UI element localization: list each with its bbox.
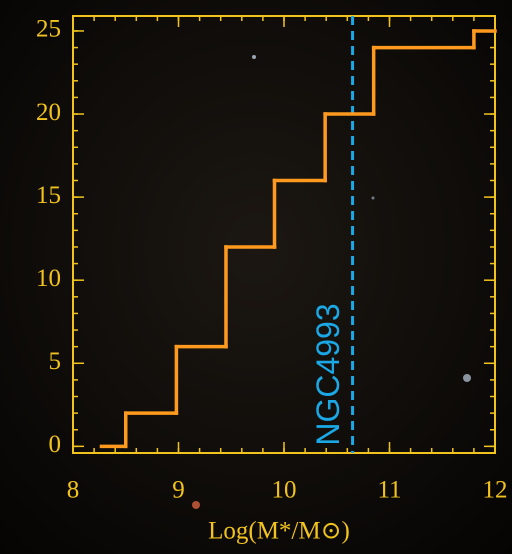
y-tick-label: 5 <box>49 348 62 375</box>
x-tick-label: 9 <box>172 477 185 504</box>
y-tick-label: 10 <box>36 265 61 292</box>
star <box>463 374 471 382</box>
x-tick-label: 12 <box>483 477 508 504</box>
x-tick-label: 10 <box>272 477 297 504</box>
y-tick-label: 25 <box>36 16 61 43</box>
y-tick-label: 0 <box>49 431 62 458</box>
y-tick-label: 20 <box>36 99 61 126</box>
x-tick-label: 11 <box>377 477 401 504</box>
background <box>0 0 512 554</box>
y-tick-label: 15 <box>36 182 61 209</box>
star <box>252 55 256 59</box>
chart: 8 9 10 11 12 0 5 10 15 20 25 Log(M*/M⊙) NGC4993 <box>0 0 512 554</box>
x-axis-label: Log(M*/M⊙) <box>208 518 350 545</box>
star <box>192 501 200 509</box>
x-tick-label: 8 <box>67 477 80 504</box>
star <box>372 197 375 200</box>
annotation: NGC4993 <box>310 303 346 445</box>
